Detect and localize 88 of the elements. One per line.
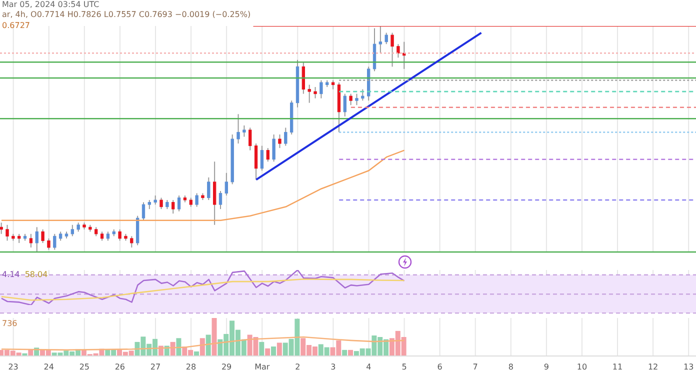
x-tick-label: 2 (295, 362, 300, 372)
candlestick (70, 224, 74, 237)
candlestick (118, 228, 122, 242)
candlestick (207, 176, 210, 201)
candlestick (106, 231, 110, 242)
candlestick (154, 195, 157, 206)
x-tick-label: 26 (114, 362, 126, 372)
bar (342, 350, 348, 356)
candlestick (130, 236, 134, 248)
candlestick (331, 80, 335, 90)
candlestick (272, 134, 276, 162)
candlestick (361, 88, 364, 102)
candlestick (76, 222, 80, 232)
x-tick-label: 13 (684, 362, 694, 372)
candlestick (384, 32, 388, 45)
annotation: 736 (2, 319, 18, 328)
x-tick-label: 25 (79, 362, 90, 372)
candlestick (18, 233, 21, 244)
candlestick (41, 228, 44, 244)
x-tick-label: 11 (612, 362, 623, 372)
candlestick (355, 93, 358, 106)
x-tick-label: 10 (576, 362, 588, 372)
candlestick (172, 200, 175, 214)
candlestick (248, 127, 252, 151)
candlestick (166, 200, 169, 210)
x-tick-label: 24 (44, 362, 54, 372)
bar (206, 334, 211, 356)
candlestick (260, 145, 264, 172)
x-tick-label: 29 (221, 362, 232, 372)
candlestick (0, 222, 3, 234)
x-tick-label: 5 (402, 362, 407, 372)
candlestick (242, 124, 246, 138)
candlestick (378, 26, 382, 54)
candlestick (236, 114, 240, 144)
x-tick-label: 27 (150, 362, 161, 372)
candlestick (29, 233, 33, 248)
annotation: 4.14 (2, 270, 20, 279)
candlestick (94, 226, 98, 237)
candlestick (254, 143, 258, 180)
candlestick (396, 44, 400, 58)
annotation: 0.6727 (2, 21, 30, 30)
candlestick (148, 200, 151, 210)
x-tick-label: 12 (648, 362, 658, 372)
candlestick (47, 238, 50, 250)
chart-subtitle: ar, 4h, O0.7714 H0.7826 L0.7557 C0.7693 −0.0019 (−0.25%) (2, 10, 251, 19)
candlestick (349, 93, 352, 106)
candlestick (58, 231, 62, 242)
candlestick (402, 41, 406, 70)
candlestick (53, 233, 56, 250)
candlestick (100, 231, 104, 242)
candlestick (218, 190, 222, 210)
x-tick-label: 28 (186, 362, 196, 372)
candlestick (308, 84, 311, 104)
x-tick-label: 4 (366, 362, 372, 372)
candlestick (160, 197, 163, 210)
candlestick (284, 127, 288, 146)
candlestick (6, 224, 9, 242)
candlestick (195, 192, 198, 208)
candlestick (142, 202, 146, 221)
candlestick (189, 197, 192, 208)
candlestick (278, 134, 282, 149)
x-tick-label: 3 (330, 362, 336, 372)
bar (176, 338, 182, 356)
candlestick (390, 32, 394, 68)
candlestick (35, 226, 38, 252)
x-tick-label: 23 (8, 362, 18, 372)
x-tick-label: Mar (254, 362, 270, 372)
candlestick (224, 172, 228, 196)
x-tick-label: 7 (472, 362, 478, 372)
x-tick-label: 6 (437, 362, 442, 372)
bar (348, 350, 353, 356)
bar (270, 346, 276, 356)
candlestick (212, 161, 216, 226)
candlestick (266, 148, 270, 162)
candlestick (320, 80, 323, 99)
bar (276, 342, 282, 356)
bar (212, 318, 217, 356)
bar (259, 342, 264, 356)
chart-title: Mar 05, 2024 03:54 UTC (2, 0, 100, 9)
annotation: 58.04 (24, 270, 48, 279)
candlestick (302, 62, 306, 94)
candlestick (314, 86, 317, 99)
bar (200, 338, 205, 356)
candlestick (177, 195, 181, 212)
bar (265, 348, 270, 356)
x-tick-label: 8 (508, 362, 514, 372)
x-tick-label: 9 (544, 362, 549, 372)
candlestick (343, 93, 346, 117)
